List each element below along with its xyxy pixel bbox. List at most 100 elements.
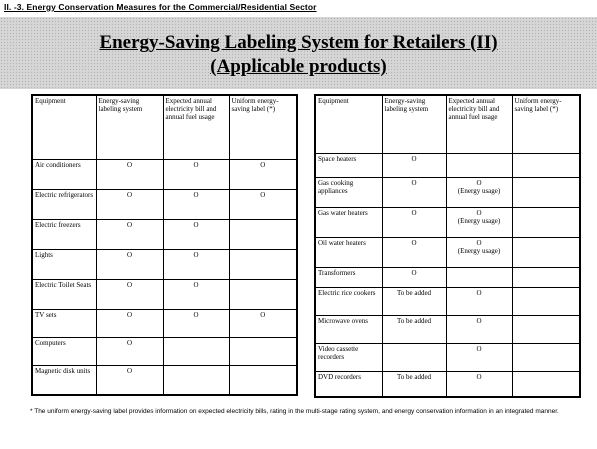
uniform-mark: O <box>228 308 298 338</box>
labeling-mark: O <box>95 308 164 338</box>
equipment-name: Electric rice cookers <box>314 286 383 316</box>
uniform-mark <box>511 314 581 344</box>
table-row: Space heaters O <box>314 152 581 178</box>
uniform-mark <box>228 218 298 250</box>
table-row: Electric Toilet Seats O O <box>31 278 298 310</box>
equipment-name: Microwave ovens <box>314 314 383 344</box>
bill-mark: O (Energy usage) <box>445 206 513 238</box>
uniform-mark <box>511 152 581 178</box>
equipment-name: Oil water heaters <box>314 236 383 268</box>
uniform-mark <box>511 236 581 268</box>
section-header: II. -3. Energy Conservation Measures for… <box>4 2 317 12</box>
uniform-mark <box>228 336 298 366</box>
table-row: Oil water heaters O O (Energy usage) <box>314 236 581 268</box>
table-row: Computers O <box>31 336 298 366</box>
equipment-name: Video cassette recorders <box>314 342 383 372</box>
page-title-line1: Energy-Saving Labeling System for Retail… <box>99 32 498 53</box>
labeling-mark: O <box>381 152 447 178</box>
bill-mark: O <box>162 188 230 220</box>
header-equipment: Equipment <box>314 94 383 154</box>
equipment-name: Gas cooking appliances <box>314 176 383 208</box>
table-row: Electric freezers O O <box>31 218 298 250</box>
equipment-name: Air conditioners <box>31 158 97 190</box>
equipment-name: Magnetic disk units <box>31 364 97 396</box>
uniform-mark <box>228 248 298 280</box>
labeling-mark: O <box>381 206 447 238</box>
labeling-mark: O <box>95 218 164 250</box>
bill-mark: O <box>162 158 230 190</box>
bill-mark: O <box>445 314 513 344</box>
labeling-mark: O <box>381 266 447 288</box>
equipment-name: Gas water heaters <box>314 206 383 238</box>
labeling-mark: O <box>95 364 164 396</box>
bill-mark <box>445 152 513 178</box>
header-expected-bill: Expected annual electricity bill and ann… <box>445 94 513 154</box>
equipment-name: Computers <box>31 336 97 366</box>
labeling-mark: O <box>95 336 164 366</box>
table-row: Electric refrigerators O O O <box>31 188 298 220</box>
uniform-mark <box>511 266 581 288</box>
table-row: Lights O O <box>31 248 298 280</box>
header-uniform-label: Uniform energy-saving label (*) <box>228 94 298 160</box>
table-row: Microwave ovens To be added O <box>314 314 581 344</box>
bill-mark: O <box>162 308 230 338</box>
labeling-mark <box>381 342 447 372</box>
table-row: Magnetic disk units O <box>31 364 298 396</box>
header-labeling-system: Energy-saving labeling system <box>381 94 447 154</box>
uniform-mark <box>511 342 581 372</box>
labeling-mark: To be added <box>381 314 447 344</box>
table-header-row: Equipment Energy-saving labeling system … <box>314 94 581 154</box>
bill-mark <box>162 336 230 366</box>
bill-mark: O (Energy usage) <box>445 176 513 208</box>
table-row: Gas water heaters O O (Energy usage) <box>314 206 581 238</box>
table-row: Electric rice cookers To be added O <box>314 286 581 316</box>
equipment-name: Electric Toilet Seats <box>31 278 97 310</box>
equipment-name: Transformers <box>314 266 383 288</box>
table-row: Air conditioners O O O <box>31 158 298 190</box>
labeling-mark: O <box>381 176 447 208</box>
table-row: Transformers O <box>314 266 581 288</box>
uniform-mark <box>511 206 581 238</box>
labeling-mark: O <box>95 278 164 310</box>
bill-mark: O <box>162 248 230 280</box>
title-banner <box>0 17 597 89</box>
uniform-mark <box>228 364 298 396</box>
header-equipment: Equipment <box>31 94 97 160</box>
uniform-mark <box>228 278 298 310</box>
header-labeling-system: Energy-saving labeling system <box>95 94 164 160</box>
bill-mark: O <box>445 286 513 316</box>
equipment-name: Lights <box>31 248 97 280</box>
header-uniform-label: Uniform energy-saving label (*) <box>511 94 581 154</box>
table-row: DVD recorders To be added O <box>314 370 581 398</box>
equipment-name: Electric freezers <box>31 218 97 250</box>
labeling-mark: O <box>95 158 164 190</box>
bill-mark: O <box>445 342 513 372</box>
bill-mark <box>445 266 513 288</box>
left-products-table: Equipment Energy-saving labeling system … <box>31 94 298 396</box>
equipment-name: DVD recorders <box>314 370 383 398</box>
equipment-name: TV sets <box>31 308 97 338</box>
bill-mark: O <box>162 218 230 250</box>
uniform-mark <box>511 286 581 316</box>
uniform-mark: O <box>228 188 298 220</box>
labeling-mark: To be added <box>381 370 447 398</box>
bill-mark: O <box>162 278 230 310</box>
uniform-mark: O <box>228 158 298 190</box>
footnote: * The uniform energy-saving label provid… <box>30 408 559 415</box>
table-row: Video cassette recorders O <box>314 342 581 372</box>
right-products-table: Equipment Energy-saving labeling system … <box>314 94 581 398</box>
uniform-mark <box>511 370 581 398</box>
bill-mark <box>162 364 230 396</box>
equipment-name: Electric refrigerators <box>31 188 97 220</box>
table-row: Gas cooking appliances O O (Energy usage… <box>314 176 581 208</box>
table-header-row: Equipment Energy-saving labeling system … <box>31 94 298 160</box>
uniform-mark <box>511 176 581 208</box>
labeling-mark: O <box>95 188 164 220</box>
bill-mark: O (Energy usage) <box>445 236 513 268</box>
page-title-line2: (Applicable products) <box>210 56 387 77</box>
labeling-mark: To be added <box>381 286 447 316</box>
bill-mark: O <box>445 370 513 398</box>
labeling-mark: O <box>381 236 447 268</box>
table-row: TV sets O O O <box>31 308 298 338</box>
equipment-name: Space heaters <box>314 152 383 178</box>
